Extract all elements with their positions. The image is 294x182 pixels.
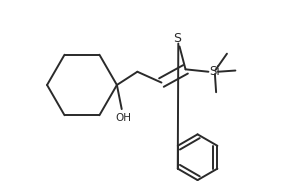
Text: OH: OH [115, 113, 131, 123]
Text: Si: Si [210, 65, 220, 78]
Text: S: S [173, 31, 181, 45]
